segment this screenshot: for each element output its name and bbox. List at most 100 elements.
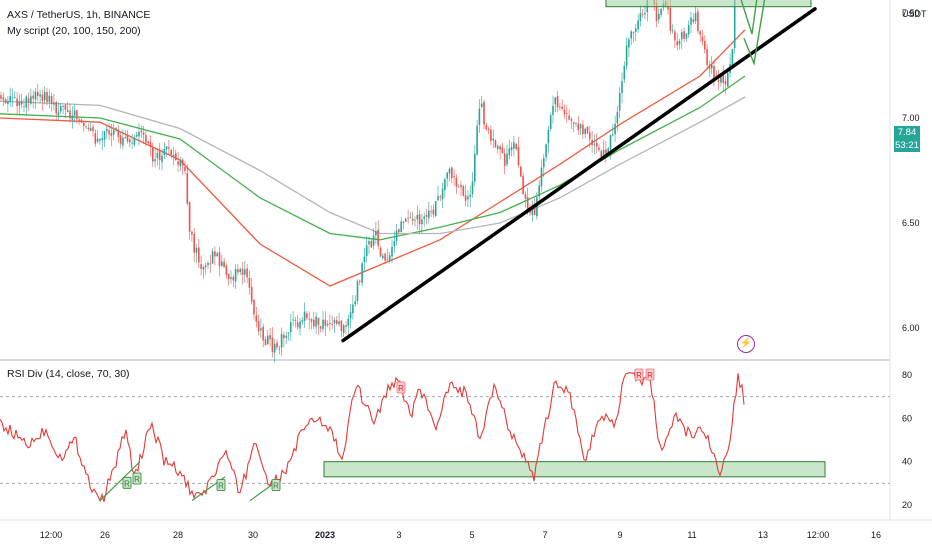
candle-body xyxy=(522,175,524,195)
rsi-tick-label: 40 xyxy=(902,457,912,467)
candle-body xyxy=(400,221,402,233)
candle-body xyxy=(492,138,494,141)
candle-body xyxy=(699,31,701,35)
candle-body xyxy=(480,103,483,108)
candle-body xyxy=(66,110,69,112)
candle-body xyxy=(490,129,492,141)
candle-body xyxy=(423,216,425,220)
candle-body xyxy=(27,98,30,103)
candle-body xyxy=(628,39,630,48)
candle-body xyxy=(402,221,405,223)
candle-body xyxy=(354,301,356,305)
time-tick-label: 13 xyxy=(758,530,768,540)
candle-body xyxy=(39,94,41,97)
candle-body xyxy=(158,151,161,161)
indicator-label: My script (20, 100, 150, 200) xyxy=(7,25,141,37)
candle-body xyxy=(372,235,375,246)
candle-body xyxy=(485,125,488,130)
candle-body xyxy=(276,342,278,348)
candle-body xyxy=(589,132,591,139)
candle-body xyxy=(462,186,465,196)
candle-body xyxy=(16,98,18,107)
candle-body xyxy=(287,332,290,334)
candle-body xyxy=(25,96,28,108)
candle-body xyxy=(129,139,131,143)
candle-body xyxy=(179,159,182,167)
candle-body xyxy=(683,31,685,40)
candle-body xyxy=(540,167,543,187)
candle-body xyxy=(388,255,391,262)
candle-body xyxy=(260,328,262,331)
price-tick-label: 6.00 xyxy=(902,323,920,333)
divergence-marker xyxy=(132,472,142,485)
candle-body xyxy=(630,31,632,39)
candle-body xyxy=(94,133,97,144)
candle-body xyxy=(545,144,547,158)
candle-body xyxy=(706,49,708,66)
candle-body xyxy=(299,321,301,329)
candle-body xyxy=(124,137,126,138)
candle-body xyxy=(623,66,626,80)
candle-body xyxy=(687,24,690,35)
candle-body xyxy=(138,131,140,137)
candle-body xyxy=(131,142,133,144)
divergence-line xyxy=(99,461,141,502)
candle-body xyxy=(290,322,292,333)
divergence-marker-label: R xyxy=(273,481,279,490)
candle-body xyxy=(110,133,113,136)
candle-body xyxy=(101,138,103,141)
candle-body xyxy=(50,96,53,104)
lightning-icon[interactable]: ⚡ xyxy=(737,335,755,353)
candle-body xyxy=(382,255,384,259)
candle-body xyxy=(681,32,683,40)
time-tick-label: 16 xyxy=(871,530,881,540)
candle-body xyxy=(361,263,363,283)
divergence-marker xyxy=(122,476,132,489)
candle-body xyxy=(280,333,283,348)
rsi-tick-label: 60 xyxy=(902,413,912,423)
candle-body xyxy=(566,113,568,114)
candle-body xyxy=(607,148,609,154)
candle-body xyxy=(612,134,614,136)
candle-body xyxy=(83,122,85,127)
candle-body xyxy=(227,273,230,279)
candle-body xyxy=(655,2,658,22)
candle-body xyxy=(112,129,115,135)
candle-body xyxy=(515,144,517,149)
candle-body xyxy=(60,106,62,112)
candle-body xyxy=(73,110,76,116)
candle-body xyxy=(430,211,432,213)
candle-body xyxy=(285,335,287,338)
candle-body xyxy=(549,115,552,130)
candle-body xyxy=(536,197,538,217)
trendline xyxy=(341,7,817,343)
candle-body xyxy=(591,139,593,145)
candle-body xyxy=(483,101,485,125)
candle-body xyxy=(701,36,704,42)
candle-body xyxy=(359,280,361,282)
candle-body xyxy=(639,12,642,21)
candle-body xyxy=(451,167,453,178)
candle-body xyxy=(310,318,313,322)
candle-body xyxy=(497,146,499,149)
candle-body xyxy=(708,65,711,69)
candle-body xyxy=(115,128,117,131)
candle-body xyxy=(598,147,600,150)
candle-body xyxy=(669,7,672,31)
candle-body xyxy=(303,311,306,321)
candle-body xyxy=(561,106,563,109)
candle-body xyxy=(326,323,329,326)
candle-body xyxy=(331,323,333,325)
candle-body xyxy=(457,186,460,188)
countdown-badge: 53:21 xyxy=(894,139,920,152)
candle-body xyxy=(126,135,129,142)
candle-body xyxy=(161,155,163,163)
candle-body xyxy=(96,138,99,142)
time-tick-label: 2023 xyxy=(315,530,335,540)
candle-body xyxy=(398,229,400,233)
candle-body xyxy=(181,159,184,166)
divergence-marker xyxy=(216,479,226,491)
candle-body xyxy=(273,343,276,353)
candle-body xyxy=(476,125,478,155)
